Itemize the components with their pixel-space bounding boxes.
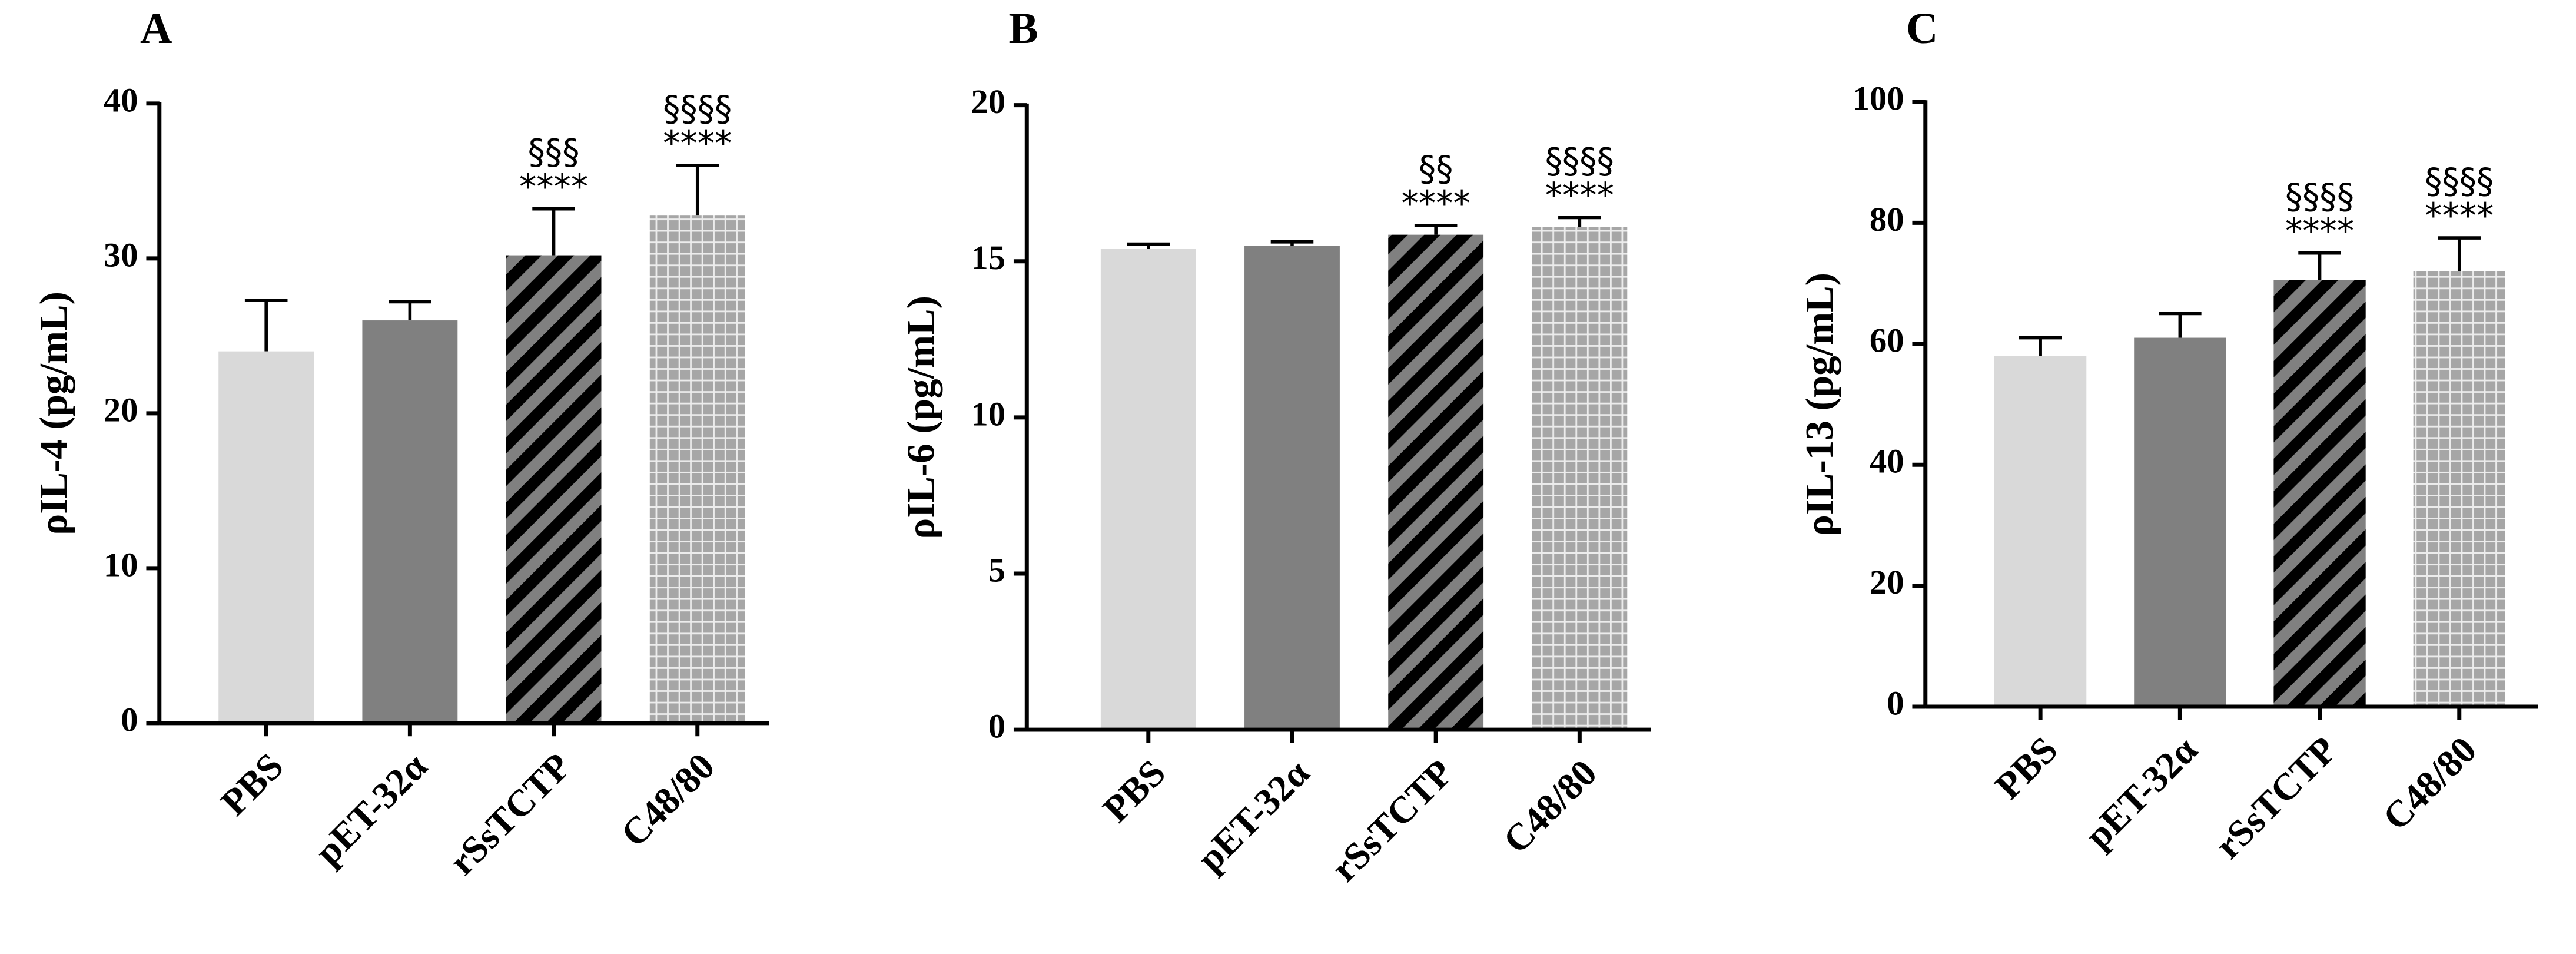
y-tick-label: 60 [1870, 321, 1904, 359]
significance-mark: §§§§ [663, 89, 732, 129]
significance-mark: §§§§ [1545, 141, 1614, 181]
y-tick-label: 100 [1853, 79, 1904, 117]
x-tick-label: C48/80 [1495, 751, 1605, 861]
y-tick-label: 30 [104, 236, 138, 274]
y-tick-label: 10 [971, 395, 1005, 433]
x-tick-label: rSsTCTP [1323, 751, 1461, 889]
y-tick-label: 0 [1887, 684, 1904, 722]
x-tick-label: rSsTCTP [2207, 728, 2345, 866]
bar [362, 320, 458, 723]
y-tick-label: 5 [988, 551, 1005, 589]
x-tick-label: PBS [213, 745, 291, 823]
x-tick-label: rSsTCTP [441, 745, 579, 883]
y-tick-label: 20 [1870, 563, 1904, 601]
bar [1100, 249, 1196, 730]
significance-mark: §§§§ [2285, 177, 2354, 217]
y-tick-label: 15 [971, 238, 1005, 277]
bar [1388, 234, 1484, 730]
y-tick-label: 10 [104, 545, 138, 584]
x-tick-label: pET-32α [1189, 751, 1317, 880]
bar [218, 351, 314, 723]
significance-mark: §§§ [528, 132, 580, 173]
y-axis-label: ρIL-13 (pg/mL) [1798, 273, 1841, 536]
y-tick-label: 80 [1870, 200, 1904, 238]
bar [2134, 337, 2226, 707]
bar [1994, 356, 2087, 707]
y-axis-label: ρIL-6 (pg/mL) [899, 296, 943, 539]
y-tick-label: 20 [104, 390, 138, 429]
y-tick-label: 0 [988, 707, 1005, 746]
significance-mark: **** [663, 124, 732, 164]
y-axis-label: ρIL-4 (pg/mL) [32, 292, 75, 535]
bar [506, 255, 602, 723]
x-tick-label: PBS [1095, 751, 1173, 830]
bar [1244, 246, 1340, 730]
x-tick-label: C48/80 [613, 745, 722, 854]
significance-mark: **** [2425, 196, 2494, 236]
bar [1532, 227, 1628, 730]
bar [2273, 280, 2366, 707]
x-tick-label: pET-32α [2077, 728, 2205, 857]
panel-label: A [140, 4, 172, 53]
y-tick-label: 40 [1870, 442, 1904, 481]
y-tick-label: 0 [121, 700, 138, 738]
x-tick-label: pET-32α [307, 745, 435, 873]
x-tick-label: C48/80 [2375, 728, 2484, 838]
significance-mark: §§§§ [2425, 161, 2494, 201]
bar [649, 215, 745, 723]
y-tick-label: 40 [104, 81, 138, 119]
panel-label: C [1906, 4, 1938, 53]
bar [2413, 271, 2505, 707]
panel-label: B [1009, 4, 1038, 53]
x-tick-label: PBS [1987, 728, 2065, 807]
significance-mark: §§ [1419, 149, 1453, 189]
y-tick-label: 20 [971, 82, 1005, 121]
significance-mark: **** [2285, 211, 2354, 251]
significance-mark: **** [1402, 183, 1470, 223]
significance-mark: **** [1545, 175, 1614, 216]
significance-mark: **** [519, 167, 588, 207]
